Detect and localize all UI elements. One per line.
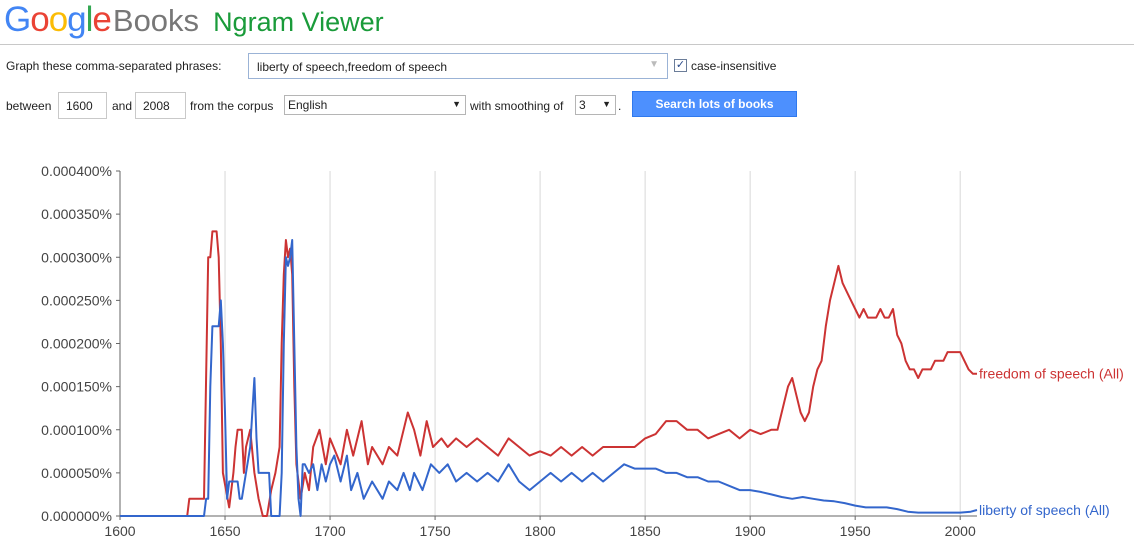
dropdown-arrow-icon[interactable]: ▼ bbox=[649, 59, 659, 70]
smoothing-label: with smoothing of bbox=[470, 99, 564, 113]
series-line bbox=[120, 239, 978, 517]
y-tick-label: 0.000400% bbox=[41, 163, 112, 179]
period-text: . bbox=[618, 99, 622, 113]
y-tick-label: 0.000050% bbox=[41, 465, 112, 481]
x-tick-label: 1600 bbox=[104, 523, 135, 539]
y-tick-label: 0.000150% bbox=[41, 379, 112, 395]
corpus-select-value: English bbox=[288, 98, 328, 112]
corpus-select[interactable]: English ▼ bbox=[284, 95, 466, 115]
y-tick-label: 0.000200% bbox=[41, 336, 112, 352]
year-end-input[interactable]: 2008 bbox=[135, 92, 186, 119]
x-tick-label: 1800 bbox=[525, 523, 556, 539]
header-divider bbox=[0, 44, 1134, 45]
phrases-input-value: liberty of speech,freedom of speech bbox=[257, 60, 448, 74]
google-books-logo[interactable]: GoogleBooks Ngram Viewer bbox=[4, 0, 384, 40]
y-tick-label: 0.000300% bbox=[41, 249, 112, 265]
and-label: and bbox=[112, 99, 133, 113]
logo-google-text: Google bbox=[4, 0, 112, 39]
phrases-label: Graph these comma-separated phrases: bbox=[6, 59, 222, 73]
x-tick-label: 1650 bbox=[209, 523, 240, 539]
case-insensitive-checkbox[interactable]: ✓ bbox=[674, 59, 687, 72]
x-tick-label: 1750 bbox=[419, 523, 450, 539]
chevron-down-icon: ▼ bbox=[452, 99, 461, 109]
x-tick-label: 2000 bbox=[945, 523, 976, 539]
logo-letter: o bbox=[48, 0, 68, 39]
x-tick-label: 1950 bbox=[840, 523, 871, 539]
y-tick-label: 0.000250% bbox=[41, 292, 112, 308]
x-tick-label: 1850 bbox=[630, 523, 661, 539]
between-label: between bbox=[6, 99, 52, 113]
y-tick-label: 0.000000% bbox=[41, 508, 112, 524]
smoothing-select-value: 3 bbox=[579, 98, 586, 112]
logo-letter: e bbox=[92, 0, 111, 39]
ngram-chart: 1600 1650 1700 1750 1800 1850 1900 1950 2000 0.00… bbox=[41, 163, 1124, 539]
x-tick-label: 1900 bbox=[735, 523, 766, 539]
app-title: Ngram Viewer bbox=[213, 7, 384, 37]
y-tick-label: 0.000100% bbox=[41, 422, 112, 438]
year-end-value: 2008 bbox=[143, 99, 170, 113]
case-insensitive-label: case-insensitive bbox=[691, 59, 777, 73]
phrases-input[interactable]: liberty of speech,freedom of speech ▼ bbox=[248, 53, 668, 79]
corpus-label: from the corpus bbox=[190, 99, 274, 113]
series-label: freedom of speech (All) bbox=[979, 366, 1124, 382]
x-tick-label: 1700 bbox=[314, 523, 345, 539]
y-tick-label: 0.000350% bbox=[41, 206, 112, 222]
series-line bbox=[120, 230, 977, 517]
logo-letter: g bbox=[67, 0, 86, 39]
smoothing-select[interactable]: 3 ▼ bbox=[575, 95, 616, 115]
series-label: liberty of speech (All) bbox=[979, 502, 1110, 518]
logo-letter: o bbox=[30, 0, 49, 39]
logo-letter: G bbox=[4, 0, 31, 39]
search-button[interactable]: Search lots of books bbox=[632, 91, 797, 117]
logo-books-text: Books bbox=[112, 3, 200, 38]
year-start-value: 1600 bbox=[66, 99, 93, 113]
logo-letter: l bbox=[85, 0, 94, 39]
chevron-down-icon: ▼ bbox=[602, 99, 611, 109]
year-start-input[interactable]: 1600 bbox=[58, 92, 107, 119]
